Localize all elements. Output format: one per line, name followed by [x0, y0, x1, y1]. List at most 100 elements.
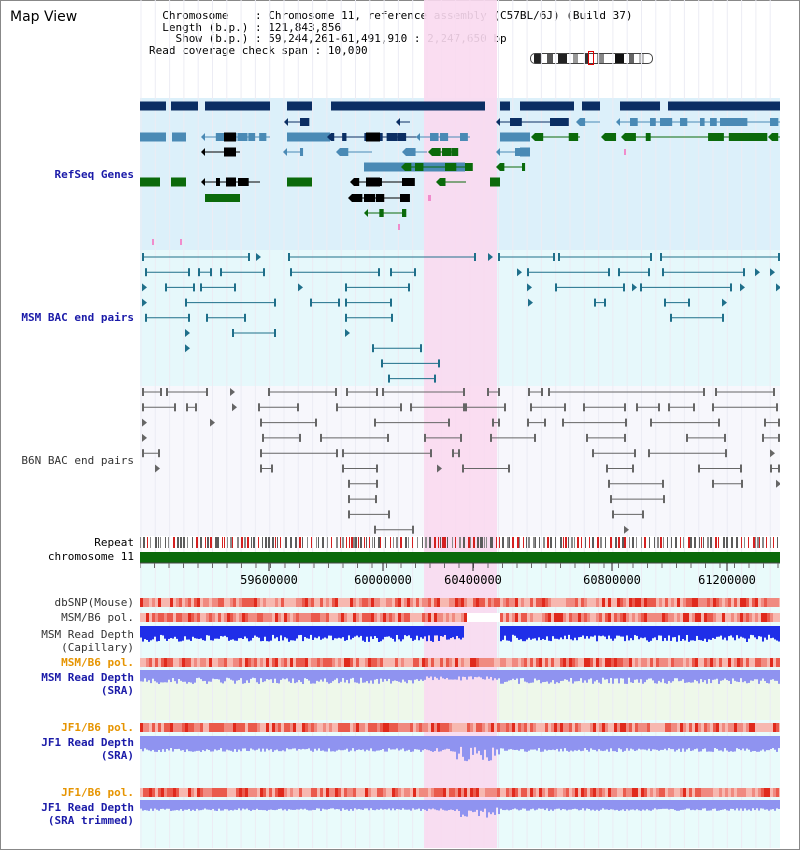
track-label-repeat[interactable]: Repeat — [94, 536, 134, 549]
polymorphism-cell — [275, 613, 278, 622]
read-depth-bar — [658, 800, 660, 810]
polymorphism-cell — [656, 788, 659, 797]
read-depth-bar — [334, 736, 336, 752]
polymorphism-cell — [734, 658, 737, 667]
read-depth-bar — [334, 626, 336, 639]
polymorphism-cell — [503, 598, 506, 607]
polymorphism-cell — [545, 788, 548, 797]
read-depth-bar — [380, 626, 382, 642]
polymorphism-cell — [641, 723, 644, 732]
read-depth-bar — [732, 736, 734, 752]
polymorphism-cell — [719, 598, 722, 607]
read-depth-bar — [378, 626, 380, 642]
read-depth-bar — [248, 670, 250, 683]
read-depth-bar — [718, 800, 720, 811]
read-depth-bar — [646, 736, 648, 751]
read-depth-bar — [282, 626, 284, 641]
track-label-msm-bac[interactable]: MSM BAC end pairs — [21, 311, 134, 324]
track-label-refseq[interactable]: RefSeq Genes — [54, 168, 134, 181]
read-depth-bar — [230, 800, 232, 811]
read-depth-bar — [142, 626, 144, 642]
track-label-chromosome[interactable]: chromosome 11 — [47, 550, 134, 563]
polymorphism-cell — [713, 723, 716, 732]
read-depth-bar — [708, 626, 710, 640]
polymorphism-cell — [419, 723, 422, 732]
bac-end — [410, 403, 412, 412]
read-depth-bar — [584, 670, 586, 681]
polymorphism-cell — [188, 658, 191, 667]
polymorphism-cell — [677, 788, 680, 797]
track-label-jf1-depth[interactable]: JF1 Read Depth (SRA) — [41, 736, 134, 762]
read-depth-bar — [724, 736, 726, 749]
polymorphism-cell — [269, 598, 272, 607]
polymorphism-cell — [593, 658, 596, 667]
repeat-element — [477, 537, 479, 548]
genome-browser-plot[interactable]: 59600000 60000000 60400000 60800000 61200000 — [140, 0, 780, 848]
bac-end — [606, 464, 608, 473]
polymorphism-cell — [467, 723, 470, 732]
track-label-msm-depth-capillary[interactable]: MSM Read Depth (Capillary) — [41, 628, 134, 654]
read-depth-bar — [552, 736, 554, 750]
bac-end — [188, 268, 190, 277]
track-label-jf1-depth-trimmed[interactable]: JF1 Read Depth (SRA trimmed) — [41, 801, 134, 827]
read-depth-bar — [224, 800, 226, 810]
polymorphism-cell — [197, 788, 200, 797]
track-label-dbsnp[interactable]: dbSNP(Mouse) — [54, 596, 134, 609]
repeat-element — [140, 537, 141, 548]
track-label-jf1-b6-pol-1[interactable]: JF1/B6 pol. — [61, 721, 134, 734]
read-depth-bar — [778, 800, 780, 810]
repeat-element — [374, 537, 375, 548]
read-depth-bar — [292, 670, 294, 679]
polymorphism-cell — [734, 598, 737, 607]
track-label-jf1-b6-pol-2[interactable]: JF1/B6 pol. — [61, 786, 134, 799]
read-depth-bar — [442, 626, 444, 637]
polymorphism-cell — [620, 613, 623, 622]
read-depth-bar — [204, 670, 206, 681]
read-depth-bar — [190, 800, 192, 811]
polymorphism-cell — [542, 598, 545, 607]
read-depth-bar — [628, 626, 630, 641]
polymorphism-cell — [386, 723, 389, 732]
track-label-msm-depth-sra[interactable]: MSM Read Depth (SRA) — [41, 671, 134, 697]
read-depth-bar — [716, 670, 718, 679]
axis-tick-label: 59600000 — [240, 573, 298, 587]
polymorphism-cell — [737, 598, 740, 607]
read-depth-bar — [746, 736, 748, 749]
repeat-element — [632, 537, 634, 548]
polymorphism-cell — [395, 613, 398, 622]
read-depth-bar — [676, 626, 678, 642]
polymorphism-cell — [440, 613, 443, 622]
track-label-b6n-bac[interactable]: B6N BAC end pairs — [21, 454, 134, 467]
track-label-msm-b6-pol-2[interactable]: MSM/B6 pol. — [61, 656, 134, 669]
polymorphism-cell — [365, 598, 368, 607]
read-depth-bar — [180, 626, 182, 642]
read-depth-bar — [570, 800, 572, 810]
polymorphism-cell — [251, 598, 254, 607]
read-depth-bar — [404, 626, 406, 636]
chromosome-ideogram[interactable] — [530, 53, 653, 64]
polymorphism-cell — [437, 598, 440, 607]
read-depth-bar — [680, 736, 682, 752]
polymorphism-cell — [281, 723, 284, 732]
read-depth-bar — [368, 800, 370, 811]
read-depth-bar — [216, 800, 218, 811]
polymorphism-cell — [623, 658, 626, 667]
polymorphism-cell — [527, 788, 530, 797]
polymorphism-cell — [722, 613, 725, 622]
track-label-msm-b6-pol-1[interactable]: MSM/B6 pol. — [61, 611, 134, 624]
repeat-element — [667, 537, 668, 548]
polymorphism-cell — [560, 723, 563, 732]
read-depth-bar — [764, 626, 766, 638]
polymorphism-cell — [167, 788, 170, 797]
read-depth-bar — [336, 670, 338, 679]
read-depth-bar — [222, 626, 224, 637]
polymorphism-cell — [152, 598, 155, 607]
bac-end-arrow — [770, 268, 775, 277]
polymorphism-cell — [767, 788, 770, 797]
read-depth-bar — [222, 736, 224, 752]
read-depth-bar — [586, 800, 588, 809]
polymorphism-cell — [161, 598, 164, 607]
read-depth-bar — [672, 736, 674, 750]
read-depth-bar — [142, 736, 144, 752]
read-depth-bar — [560, 800, 562, 811]
